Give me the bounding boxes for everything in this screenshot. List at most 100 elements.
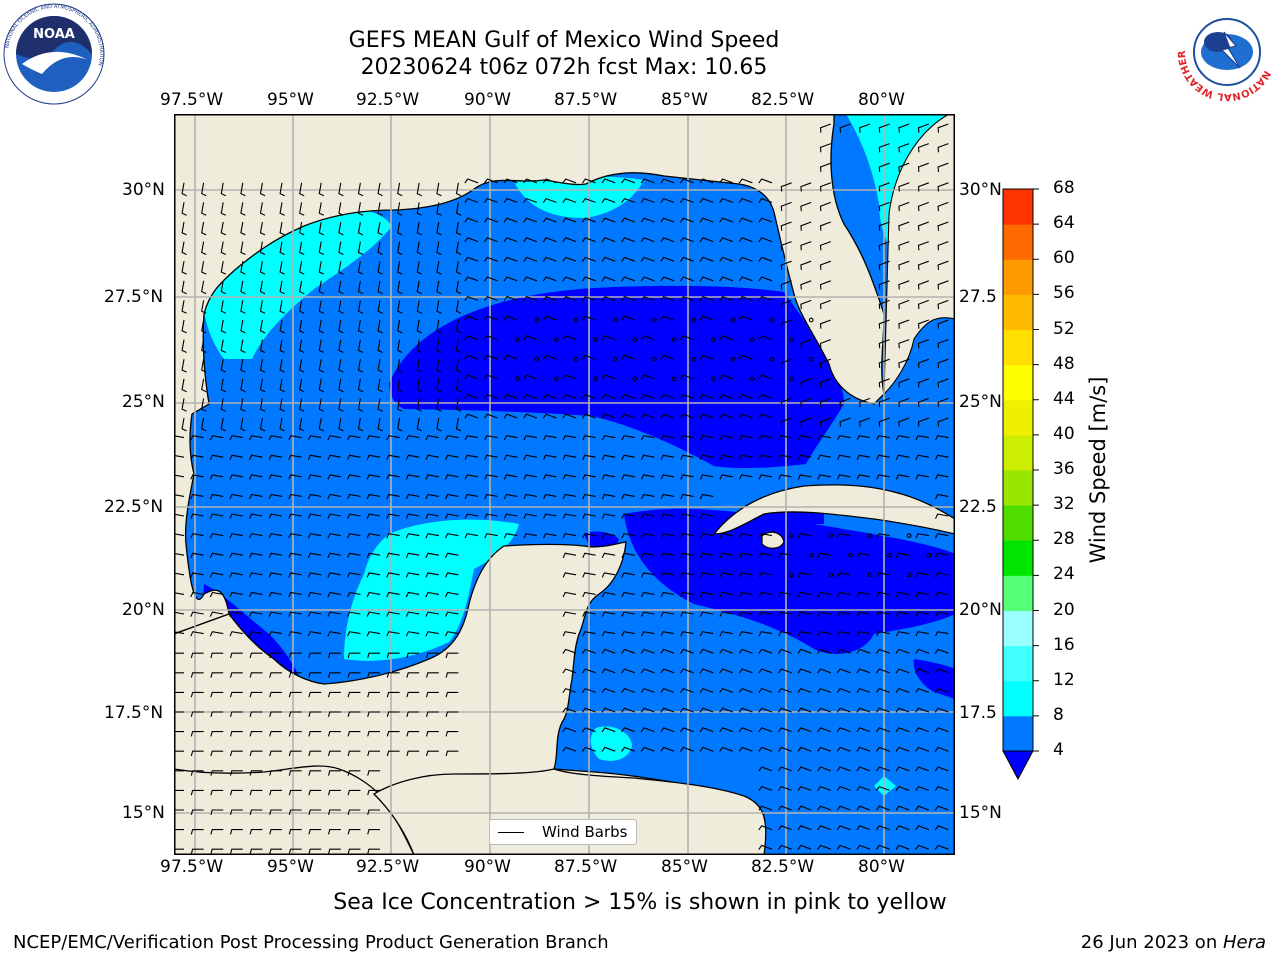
wind-barb <box>338 359 344 373</box>
wind-barb <box>308 711 322 717</box>
wind-barb <box>719 413 733 419</box>
wind-barb <box>660 413 675 419</box>
wind-barb <box>436 280 442 295</box>
wind-barb <box>249 533 263 539</box>
wind-barb <box>455 378 462 393</box>
colorbar-tick-label: 68 <box>1053 178 1075 198</box>
wind-barb <box>581 746 596 752</box>
wind-barb <box>288 513 302 519</box>
wind-barb <box>758 552 773 559</box>
wind-barb <box>425 731 439 737</box>
wind-barb <box>680 435 694 441</box>
wind-barb <box>229 829 243 835</box>
wind-barb <box>800 299 812 310</box>
wind-barb <box>357 202 364 216</box>
wind-barb <box>562 435 577 441</box>
wind-barb <box>445 672 459 678</box>
wind-barb <box>581 217 596 223</box>
wind-barb <box>819 182 831 192</box>
wind-barb <box>229 711 243 717</box>
wind-barb <box>875 668 890 674</box>
calm-wind-circle <box>730 317 736 323</box>
wind-barb <box>738 295 753 302</box>
wind-barb <box>660 178 675 184</box>
wind-barb <box>895 805 910 811</box>
wind-barb <box>797 474 812 480</box>
wind-barb <box>464 178 479 184</box>
wind-barb <box>738 178 753 184</box>
wind-8-12-patch-east <box>874 776 896 796</box>
nws-logo: NATIONAL WEATHER SERVICE <box>1176 2 1275 102</box>
wind-barb <box>601 687 616 694</box>
wind-barb <box>876 533 890 539</box>
wind-barb <box>366 435 381 441</box>
wind-barb <box>875 785 890 792</box>
colorbar-segment <box>1003 224 1033 260</box>
wind-barb <box>601 237 616 243</box>
wind-barb <box>523 474 537 480</box>
wind-barb <box>503 435 518 441</box>
wind-barb <box>220 261 227 275</box>
wind-barb <box>220 339 227 353</box>
wind-barb <box>738 413 753 419</box>
wind-barb <box>934 825 949 831</box>
wind-barb <box>259 359 266 373</box>
wind-barb <box>582 513 596 519</box>
wind-barb <box>699 237 714 243</box>
wind-barb <box>562 295 577 302</box>
wind-barb <box>679 707 694 713</box>
wind-barb <box>190 611 204 617</box>
wind-barb <box>836 668 851 674</box>
wind-barb <box>445 631 459 637</box>
wind-barb <box>307 533 322 539</box>
calm-wind-circle <box>828 533 834 538</box>
wind-barb <box>937 221 949 231</box>
wind-barb <box>357 319 364 334</box>
wind-barb <box>898 143 910 153</box>
wind-barb <box>288 770 302 776</box>
wind-barb <box>601 474 616 480</box>
wind-barb <box>875 844 890 850</box>
wind-barb <box>640 335 655 341</box>
wind-barb <box>288 552 302 559</box>
colorbar-segment <box>1003 259 1033 295</box>
lon-label-bottom: 90°W <box>464 857 511 877</box>
wind-barb <box>327 829 341 835</box>
wind-barb <box>621 707 635 713</box>
wind-barb <box>268 631 283 637</box>
wind-barb <box>327 789 341 796</box>
wind-barb <box>279 417 285 432</box>
lat-label-right: 17.5 <box>959 703 997 723</box>
wind-barb <box>581 256 596 262</box>
wind-barb <box>240 398 246 412</box>
wind-barb <box>621 315 635 321</box>
wind-barb <box>562 393 577 400</box>
wind-barb <box>660 256 675 262</box>
wind-barb <box>699 611 714 617</box>
wind-barb <box>640 393 655 400</box>
wind-barb <box>917 319 929 329</box>
wind-barb <box>837 474 851 480</box>
colorbar-tick-label: 64 <box>1053 213 1075 234</box>
wind-barb <box>190 672 204 678</box>
wind-barb <box>366 552 381 559</box>
wind-barb <box>455 319 462 334</box>
wind-barb <box>190 552 204 559</box>
wind-barb <box>327 435 341 441</box>
wind-barb <box>201 378 207 393</box>
wind-barb <box>780 299 792 310</box>
wind-barb <box>190 572 204 578</box>
wind-barb <box>181 202 187 216</box>
wind-barb <box>758 474 773 480</box>
wind-barb <box>917 143 929 153</box>
wind-barb <box>601 648 616 654</box>
wind-barb <box>601 572 616 578</box>
wind-barb <box>455 339 462 353</box>
wind-barb <box>680 454 694 461</box>
wind-8-12-west-gulf <box>202 208 392 359</box>
wind-barb <box>357 300 364 314</box>
wind-barb <box>327 731 341 737</box>
wind-barb <box>898 378 910 388</box>
wind-barb <box>719 648 733 654</box>
wind-barb <box>288 829 302 835</box>
